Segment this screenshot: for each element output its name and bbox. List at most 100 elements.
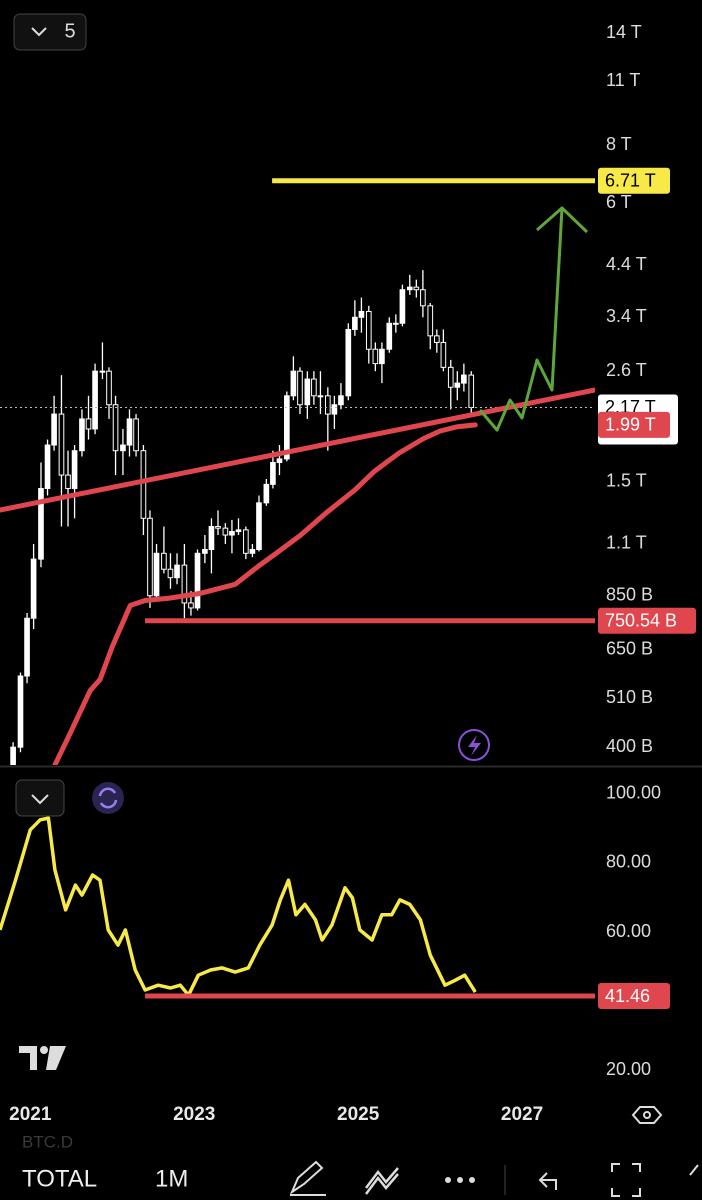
price-label-bg	[598, 167, 670, 194]
candle-body	[85, 418, 92, 430]
projection-arrow	[478, 207, 564, 432]
y-tick-label: 2.6 T	[606, 360, 647, 380]
price-label: 6.71 T	[605, 170, 656, 190]
candle-body	[379, 348, 385, 365]
price-data	[0, 178, 595, 765]
y-tick-label: 850 B	[606, 584, 653, 604]
candle-body	[188, 602, 194, 609]
arrow-head	[536, 206, 589, 234]
price-label: 750.54 B	[605, 610, 677, 630]
candle-body	[454, 382, 461, 388]
watermark-symbol: BTC.D	[22, 1132, 73, 1151]
y-tick-label: 80.00	[606, 852, 651, 872]
candle-body	[51, 413, 57, 446]
candle-body	[249, 549, 256, 554]
y-tick-label: 60.00	[606, 921, 651, 941]
chevron-icon	[31, 27, 47, 37]
settings-icon-dot	[643, 1111, 651, 1119]
candle-body	[38, 487, 44, 560]
candle-body	[352, 316, 358, 330]
candle-body	[10, 746, 16, 765]
moving-average	[52, 422, 478, 765]
candle-body	[284, 395, 290, 460]
lightning-icon	[468, 735, 481, 756]
candle-body	[58, 413, 65, 476]
candle-body	[174, 564, 180, 579]
y-tick-label: 3.4 T	[606, 306, 647, 326]
y-tick-label: 510 B	[606, 687, 653, 707]
candle-body	[92, 370, 98, 430]
y-tick-label: 6 T	[606, 192, 632, 212]
y-tick-label: 400 B	[606, 736, 653, 756]
pane-collapse-button[interactable]	[15, 779, 65, 817]
candle-body	[243, 529, 249, 554]
settings-icon[interactable]	[631, 1106, 663, 1124]
candle-body	[153, 552, 160, 597]
candle-body	[65, 474, 71, 489]
candle-body	[325, 395, 331, 415]
y-tick-label: 100.00	[606, 783, 661, 803]
candle-body	[140, 450, 147, 519]
candle-body	[106, 370, 112, 406]
interval-button[interactable]: 1M	[155, 1165, 188, 1192]
y-tick-label: 20.00	[606, 1059, 651, 1079]
candle-body	[386, 322, 393, 350]
candle-body	[372, 348, 379, 365]
y-tick-label: 4.4 T	[606, 254, 647, 274]
candle-body	[468, 374, 475, 408]
candle-body	[399, 289, 406, 324]
candle-body	[99, 370, 106, 373]
candle-body	[345, 328, 352, 397]
indicator-icon[interactable]	[365, 1167, 399, 1195]
candle-body	[406, 286, 413, 291]
candle-body	[434, 335, 440, 343]
y-tick-label: 1.5 T	[606, 470, 647, 490]
candle-body	[270, 462, 276, 485]
candle-body	[71, 450, 78, 489]
candle-body	[263, 483, 270, 504]
drawing-tool-icon[interactable]	[289, 1160, 326, 1196]
candle-body	[202, 549, 208, 554]
sync-button[interactable]	[92, 782, 124, 814]
candle-body	[420, 289, 426, 307]
candle-body	[17, 675, 24, 748]
symbol-button[interactable]: TOTAL	[22, 1165, 97, 1192]
candle-body	[290, 370, 297, 397]
candle-body	[44, 444, 51, 489]
dominance-line	[0, 816, 477, 997]
candle-body	[30, 558, 37, 619]
price-label-bg	[598, 411, 670, 438]
price-label-bg	[598, 983, 670, 1010]
y-tick-label: 14 T	[606, 22, 642, 42]
sync-icon	[98, 787, 118, 809]
layout-count: 5	[64, 20, 75, 42]
candle-body	[167, 568, 174, 579]
candle-body	[447, 366, 454, 388]
candle-body	[147, 517, 153, 597]
y-tick-label: 11 T	[606, 70, 640, 90]
candle-body	[427, 305, 434, 337]
candle-body	[256, 502, 262, 551]
candle-body	[297, 370, 303, 406]
candle-body	[194, 552, 201, 609]
more-icon[interactable]	[445, 1177, 451, 1183]
candle-body	[304, 378, 311, 406]
candle-body	[338, 395, 344, 406]
candle-body	[79, 418, 85, 452]
candle-body	[317, 395, 324, 398]
axes: 14 T 11 T 8 T 6 T 4.4 T 3.4 T 2.6 T 1.5 T 1.1 T 8…	[9, 22, 696, 1125]
undo-icon[interactable]	[538, 1172, 557, 1190]
chevron-icon	[31, 794, 49, 805]
fullscreen-icon[interactable]	[611, 1163, 641, 1197]
candle-body	[222, 527, 229, 536]
candle-body	[181, 564, 188, 604]
dominance-pane	[0, 816, 595, 999]
more-tools-icon[interactable]	[689, 1164, 699, 1176]
candle-body	[215, 525, 221, 529]
candle-body	[24, 617, 30, 677]
alert-button[interactable]	[458, 729, 490, 761]
x-tick-label: 2027	[501, 1104, 543, 1125]
y-tick-label: 8 T	[606, 134, 632, 154]
layout-button[interactable]	[13, 13, 87, 51]
